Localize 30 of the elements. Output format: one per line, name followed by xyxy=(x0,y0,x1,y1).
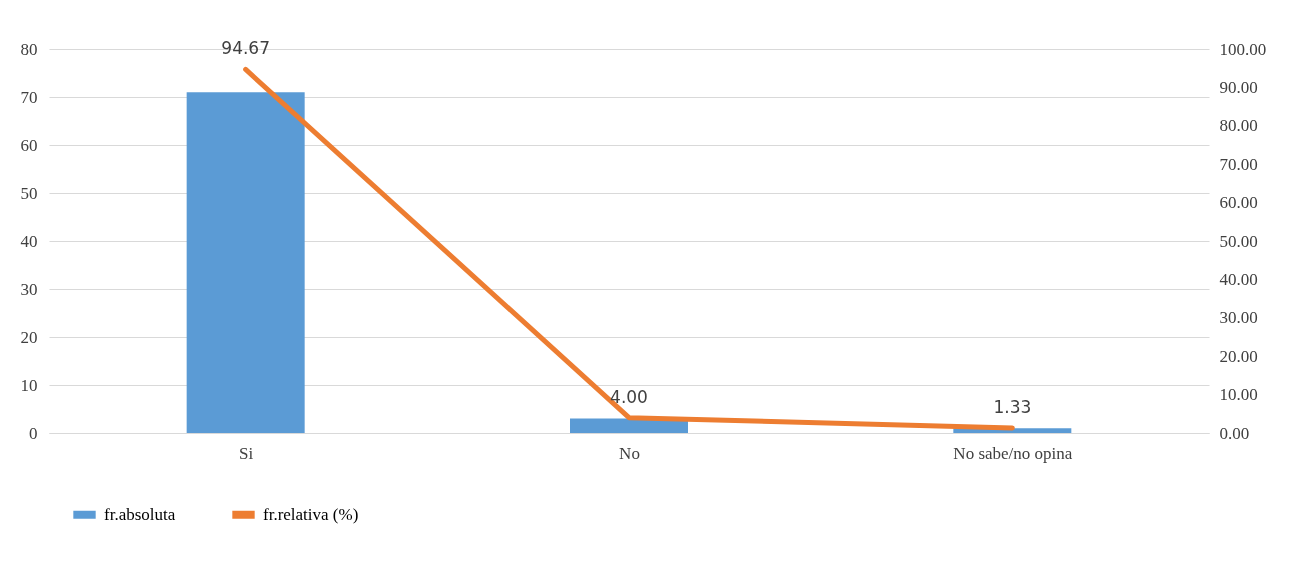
y2-tick-label: 0.00 xyxy=(1219,423,1250,443)
y2-tick-label: 50.00 xyxy=(1219,231,1258,251)
y-tick-label: 50 xyxy=(20,183,38,203)
y2-tick-label: 80.00 xyxy=(1219,116,1258,136)
y-tick-label: 70 xyxy=(20,87,38,107)
data-label: 94.67 xyxy=(221,38,270,59)
y-tick-label: 0 xyxy=(29,423,38,443)
y2-tick-label: 20.00 xyxy=(1219,346,1258,366)
y2-tick-label: 70.00 xyxy=(1219,154,1258,174)
data-label: 4.00 xyxy=(610,386,648,407)
y2-tick-label: 60.00 xyxy=(1219,193,1258,213)
y2-tick-label: 100.00 xyxy=(1219,39,1267,59)
y2-tick-label: 30.00 xyxy=(1219,308,1258,328)
y-tick-label: 60 xyxy=(20,135,38,155)
data-label: 1.33 xyxy=(993,396,1032,417)
y2-tick-label: 10.00 xyxy=(1219,385,1258,405)
x-tick-label: No xyxy=(619,443,640,463)
y-tick-label: 10 xyxy=(20,375,38,395)
y-tick-label: 20 xyxy=(20,327,38,347)
legend-label: fr.absoluta xyxy=(104,504,176,524)
y2-tick-label: 40.00 xyxy=(1219,269,1258,289)
bar xyxy=(186,92,305,433)
x-tick-label: Si xyxy=(239,443,254,463)
y-tick-label: 40 xyxy=(20,231,38,251)
y-tick-label: 30 xyxy=(20,279,38,299)
x-tick-label: No sabe/no opina xyxy=(953,443,1073,463)
y2-tick-label: 90.00 xyxy=(1219,77,1258,97)
bar xyxy=(570,418,688,433)
y-tick-label: 80 xyxy=(20,39,38,59)
legend-label: fr.relativa (%) xyxy=(263,504,359,524)
